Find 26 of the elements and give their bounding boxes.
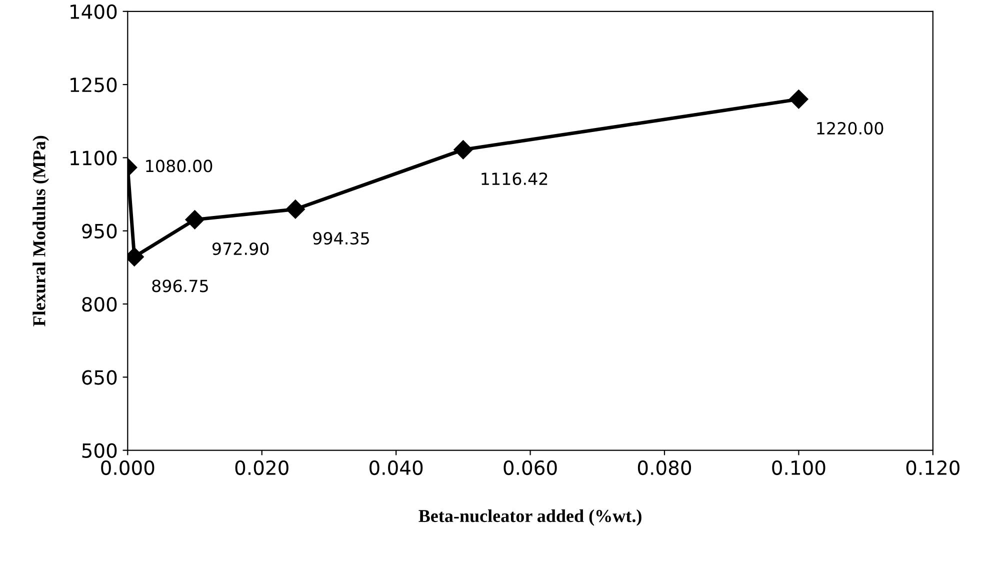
data-label: 972.90 <box>212 242 269 256</box>
y-axis-title: Flexural Modulus (MPa) <box>32 136 50 326</box>
x-tick-label: 0.100 <box>772 460 826 476</box>
y-tick-label: 650 <box>82 370 117 385</box>
data-label: 994.35 <box>313 232 369 245</box>
data-label: 896.75 <box>152 280 208 292</box>
point <box>185 210 204 230</box>
y-tick-label: 1100 <box>70 150 117 166</box>
point <box>454 140 473 160</box>
y-tick-label: 1250 <box>70 78 117 92</box>
x-tick-label: 0.080 <box>638 460 692 476</box>
y-tick-label: 950 <box>82 224 117 239</box>
point <box>286 200 305 219</box>
x-axis-title: Beta-nucleator added (%wt.) <box>418 509 642 526</box>
x-tick-label: 0.040 <box>370 460 423 476</box>
y-tick-label: 800 <box>82 296 117 312</box>
point <box>789 90 808 109</box>
y-tick-label: 500 <box>82 443 117 458</box>
x-tick-label: 0.120 <box>906 460 960 476</box>
x-tick-label: 0.060 <box>504 460 557 476</box>
data-label: 1116.42 <box>482 172 548 186</box>
x-tick-label: 0.020 <box>235 460 288 476</box>
data-label: 1080.00 <box>146 160 212 172</box>
x-tick-label: 0.000 <box>101 460 154 476</box>
y-tick-label: 1400 <box>70 4 117 20</box>
data-label: 1220.00 <box>817 122 884 135</box>
